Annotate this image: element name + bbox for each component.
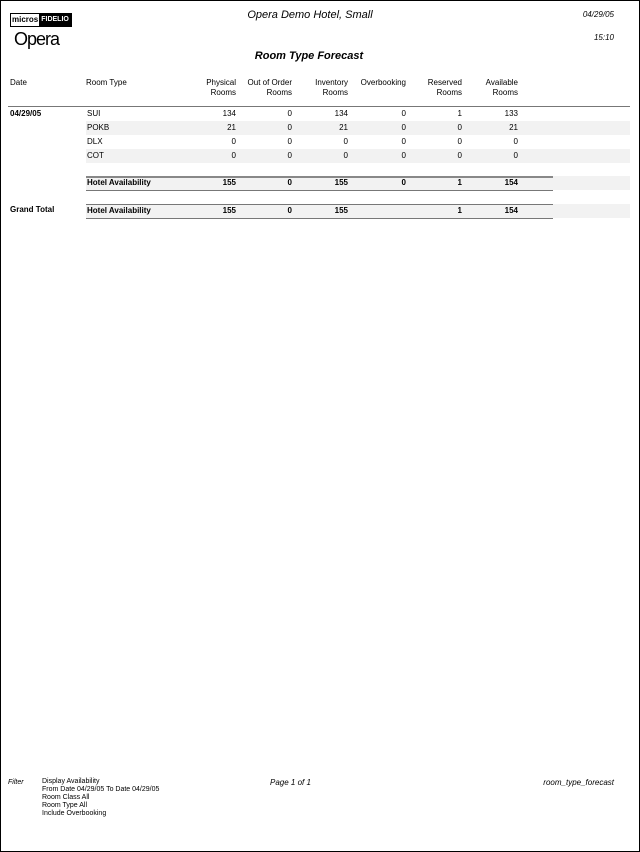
table-row-label: COT bbox=[87, 151, 104, 160]
table-row-value: 21 bbox=[509, 123, 518, 132]
grand-total-top-line bbox=[86, 204, 553, 205]
table-row-value: 0 bbox=[457, 151, 462, 160]
table-row-value: 0 bbox=[343, 137, 348, 146]
table-row-value: 0 bbox=[231, 137, 236, 146]
table-row-value: 0 bbox=[287, 123, 292, 132]
column-header-3: Overbooking bbox=[336, 78, 406, 88]
table-row-value: 0 bbox=[457, 123, 462, 132]
filter-item: Room Type All bbox=[42, 802, 88, 809]
table-row-value: 0 bbox=[401, 137, 406, 146]
filter-item: Include Overbooking bbox=[42, 810, 107, 817]
subtotal-row-value: 0 bbox=[401, 178, 406, 187]
table-row-value: 0 bbox=[231, 151, 236, 160]
column-header-0: Physical Rooms bbox=[166, 78, 236, 98]
filter-item: Room Class All bbox=[42, 794, 90, 801]
filter-list: Display Availability From Date 04/29/05 T… bbox=[42, 778, 159, 818]
subtotal-row-value: 155 bbox=[222, 178, 236, 187]
column-header-room-type: Room Type bbox=[86, 78, 127, 87]
column-header-line1: Physical bbox=[206, 78, 236, 87]
column-header-line1: Inventory bbox=[315, 78, 348, 87]
micros-fidelio-logo: micros FIDELIO bbox=[10, 13, 72, 27]
table-row-value: 0 bbox=[457, 137, 462, 146]
column-header-line1: Reserved bbox=[427, 78, 462, 87]
column-header-5: Available Rooms bbox=[448, 78, 518, 98]
column-header-1: Out of Order Rooms bbox=[222, 78, 292, 98]
filter-item: From Date 04/29/05 To Date 04/29/05 bbox=[42, 786, 160, 793]
table-row-bg bbox=[86, 149, 630, 163]
group-date: 04/29/05 bbox=[10, 109, 42, 118]
column-header-line1: Overbooking bbox=[360, 78, 406, 87]
subtotal-row-value: 155 bbox=[334, 178, 348, 187]
table-row-value: 0 bbox=[343, 151, 348, 160]
header-divider bbox=[8, 106, 630, 107]
grand-total-row-value: 0 bbox=[287, 206, 292, 215]
grand-total-row-value: 1 bbox=[457, 206, 462, 215]
grand-total-bottom-line bbox=[86, 218, 553, 219]
grand-total-row-label: Hotel Availability bbox=[87, 206, 151, 215]
table-row-value: 21 bbox=[339, 123, 348, 132]
table-row-value: 21 bbox=[227, 123, 236, 132]
grand-total-label: Grand Total bbox=[10, 205, 55, 214]
grand-total-row-bg bbox=[86, 204, 630, 218]
column-header-line2: Rooms bbox=[266, 88, 292, 97]
filter-item: Display Availability bbox=[42, 778, 100, 785]
table-row-label: POKB bbox=[87, 123, 110, 132]
table-row-value: 0 bbox=[401, 151, 406, 160]
page-number: Page 1 of 1 bbox=[270, 778, 311, 787]
table-row-value: 0 bbox=[287, 109, 292, 118]
table-row-value: 133 bbox=[504, 109, 518, 118]
subtotal-bottom-line bbox=[86, 190, 553, 191]
column-header-line1: Out of Order bbox=[247, 78, 292, 87]
subtotal-row-label: Hotel Availability bbox=[87, 178, 151, 187]
column-header-line2: Rooms bbox=[210, 88, 236, 97]
table-row-label: DLX bbox=[87, 137, 103, 146]
column-header-date: Date bbox=[10, 78, 27, 87]
subtotal-row-value: 0 bbox=[287, 178, 292, 187]
subtotal-row-value: 154 bbox=[504, 178, 518, 187]
opera-logo: Opera bbox=[14, 29, 60, 49]
table-row-value: 134 bbox=[222, 109, 236, 118]
report-time: 15:10 bbox=[593, 33, 614, 42]
column-header-4: Reserved Rooms bbox=[392, 78, 462, 98]
table-row-value: 0 bbox=[287, 151, 292, 160]
column-header-line1: Available bbox=[485, 78, 518, 87]
table-row-value: 0 bbox=[513, 151, 518, 160]
table-row-value: 134 bbox=[334, 109, 348, 118]
subtotal-top-line bbox=[86, 176, 553, 178]
table-row-value: 0 bbox=[401, 123, 406, 132]
filter-label: Filter bbox=[8, 779, 24, 786]
grand-total-row-value: 154 bbox=[504, 206, 518, 215]
table-row-value: 0 bbox=[513, 137, 518, 146]
table-row-bg bbox=[86, 121, 630, 135]
table-row-value: 1 bbox=[457, 109, 462, 118]
subtotal-row-value: 1 bbox=[457, 178, 462, 187]
hotel-name: Opera Demo Hotel, Small bbox=[247, 9, 373, 21]
table-row-label: SUI bbox=[87, 109, 101, 118]
column-header-line2: Rooms bbox=[492, 88, 518, 97]
column-header-2: Inventory Rooms bbox=[278, 78, 348, 98]
grand-total-row-value: 155 bbox=[334, 206, 348, 215]
subtotal-row-bg bbox=[86, 176, 630, 190]
column-header-line2: Rooms bbox=[322, 88, 348, 97]
report-title: Room Type Forecast bbox=[254, 50, 364, 62]
report-date: 04/29/05 bbox=[582, 10, 614, 19]
column-header-line2: Rooms bbox=[436, 88, 462, 97]
report-name: room_type_forecast bbox=[543, 778, 614, 787]
table-row-value: 0 bbox=[401, 109, 406, 118]
grand-total-row-value: 155 bbox=[222, 206, 236, 215]
table-row-value: 0 bbox=[287, 137, 292, 146]
